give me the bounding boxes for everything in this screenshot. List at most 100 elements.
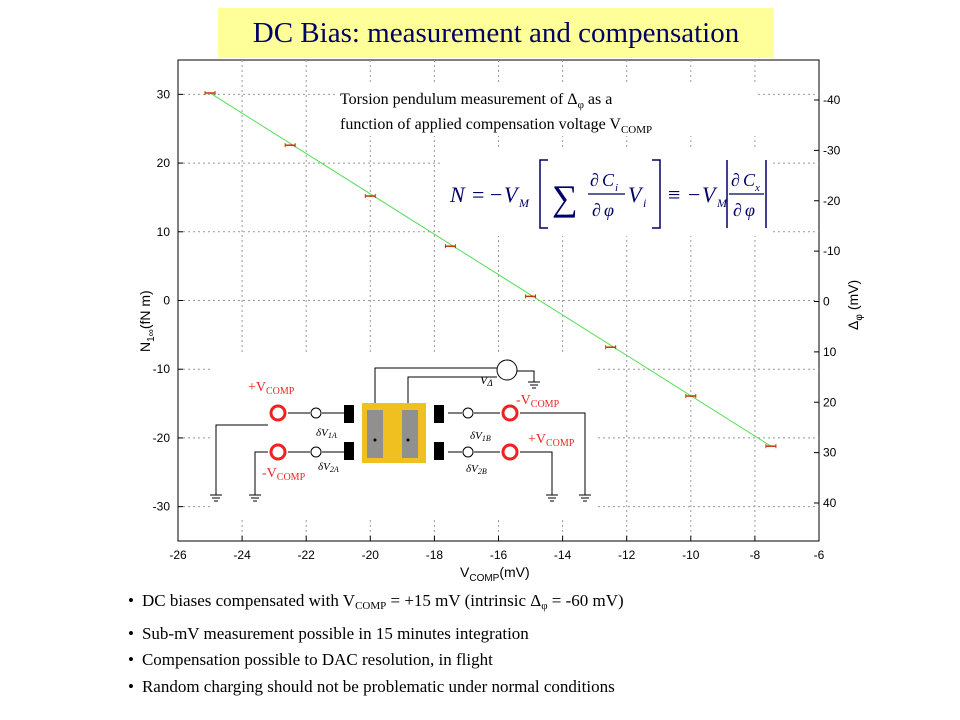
ground-symbols (210, 381, 591, 502)
formula: N = − V M ∑ ∂ C i ∂ φ V i ≡ − V M ∂ C x … (440, 150, 770, 236)
formula-c: C (602, 170, 615, 190)
y2-tick-label: 30 (823, 446, 837, 460)
data-point (605, 345, 617, 350)
data-points (204, 90, 777, 449)
fit-line (209, 92, 772, 447)
inner-electrode-right (402, 410, 418, 458)
inner-electrode-left (367, 410, 383, 458)
x-tick-label: -24 (233, 548, 251, 562)
formula-cx: C (743, 170, 756, 190)
formula-bg (440, 150, 770, 236)
formula-equiv: ≡ (668, 182, 680, 207)
formula-partial-cx: ∂ (731, 170, 740, 190)
formula-vi: V (628, 182, 644, 207)
title-box: DC Bias: measurement and compensation (218, 8, 774, 58)
formula-partial-phi: ∂ (592, 200, 601, 220)
y2-tick-label: 20 (823, 395, 837, 409)
x-tick-label: -18 (426, 548, 444, 562)
terminal-minus-right (501, 404, 519, 422)
y-tick-label: 20 (157, 156, 171, 170)
fit-line-group (209, 92, 772, 447)
label-vdelta: VΔ (480, 373, 493, 388)
x-tick-label: -26 (169, 548, 187, 562)
annotation-bg (338, 84, 758, 136)
label-plus-vcomp-right: +VCOMP (528, 432, 575, 449)
formula-eq: = (472, 182, 484, 207)
y2-tick-label: 10 (823, 345, 837, 359)
y2-tick-label: -10 (823, 244, 841, 258)
data-point (765, 444, 777, 449)
vdelta-source (496, 359, 518, 381)
formula-vi-sub: i (643, 196, 646, 210)
bullet-list: DC biases compensated with VCOMP = +15 m… (128, 588, 624, 700)
label-dv2a: δV2A (318, 461, 339, 474)
y2-tick-label: -20 (823, 194, 841, 208)
formula-phi: φ (604, 200, 614, 220)
annotation-line-2: function of applied compensation voltage… (340, 116, 652, 136)
bullet-item: Compensation possible to DAC resolution,… (128, 647, 624, 672)
y-tick-label: 30 (157, 87, 171, 101)
x-axis-label: VCOMP(mV) (460, 564, 530, 584)
y-axis-label: N1∞(fN m) (137, 290, 157, 352)
x-tick-label: -22 (298, 548, 316, 562)
label-minus-vcomp-left: -VCOMP (262, 466, 306, 483)
ticks: -26 -24 -22 -20 -18 -16 -14 -12 -10 -8 -6 30 20 10 0 -1… (153, 87, 841, 562)
y-tick-label: 0 (163, 294, 170, 308)
x-tick-label: -14 (554, 548, 572, 562)
formula-sum: ∑ (552, 178, 578, 218)
annotation-line-1: Torsion pendulum measurement of Δφ as a (340, 91, 612, 111)
formula-v-2: V (702, 182, 718, 207)
bullet-item: Sub-mV measurement possible in 15 minute… (128, 621, 624, 646)
x-tick-label: -16 (490, 548, 508, 562)
data-point (364, 194, 376, 199)
electrodes (344, 405, 444, 460)
x-tick-label: -20 (362, 548, 380, 562)
data-point (525, 294, 537, 299)
formula-c-sub: i (615, 182, 618, 194)
slide-title: DC Bias: measurement and compensation (252, 16, 740, 49)
y-tick-label: -10 (153, 362, 171, 376)
formula-minus: − (490, 182, 502, 207)
data-point (204, 90, 216, 95)
formula-v: V (504, 182, 520, 207)
label-dv2b: δV2B (466, 463, 487, 476)
y2-tick-label: -30 (823, 143, 841, 157)
formula-minus-2: − (688, 182, 700, 207)
label-minus-vcomp-right: -VCOMP (516, 393, 560, 410)
terminal-minus-left (269, 443, 287, 461)
x-tick-label: -8 (750, 548, 761, 562)
y2-axis-label: Δφ(mV) (845, 280, 865, 330)
y-tick-label: 10 (157, 225, 171, 239)
terminal-plus-right (501, 443, 519, 461)
y2-tick-label: 40 (823, 496, 837, 510)
label-dv1a: δV1A (316, 427, 337, 440)
x-tick-label: -6 (814, 548, 825, 562)
x-tick-label: -12 (618, 548, 636, 562)
formula-v-sub-2: M (716, 196, 728, 210)
formula-n: N (449, 182, 466, 207)
formula-partial-c: ∂ (590, 170, 599, 190)
formula-cx-sub: x (754, 182, 760, 194)
label-plus-vcomp-left: +VCOMP (248, 380, 295, 397)
formula-v-sub: M (518, 196, 530, 210)
label-dv1b: δV1B (470, 430, 491, 443)
voltage-terminals (269, 404, 519, 461)
data-point (284, 143, 296, 148)
bias-sources (310, 359, 518, 458)
y2-tick-label: -40 (823, 93, 841, 107)
y2-tick-label: 0 (823, 295, 830, 309)
x-tick-label: -10 (682, 548, 700, 562)
data-point (685, 394, 697, 399)
circuit-diagram: +VCOMP -VCOMP -VCOMP +VCOMP δV1A δV2A δV… (210, 352, 598, 518)
data-point (444, 244, 456, 249)
bullet-item: DC biases compensated with VCOMP = +15 m… (128, 588, 624, 619)
formula-bracket-right (652, 159, 661, 229)
formula-bracket-left (539, 159, 548, 229)
formula-phi-2: φ (745, 200, 755, 220)
y-tick-label: -20 (153, 431, 171, 445)
y-tick-label: -30 (153, 500, 171, 514)
formula-partial-phi-2: ∂ (733, 200, 742, 220)
bullet-item: Random charging should not be problemati… (128, 674, 624, 699)
terminal-plus-left (269, 404, 287, 422)
